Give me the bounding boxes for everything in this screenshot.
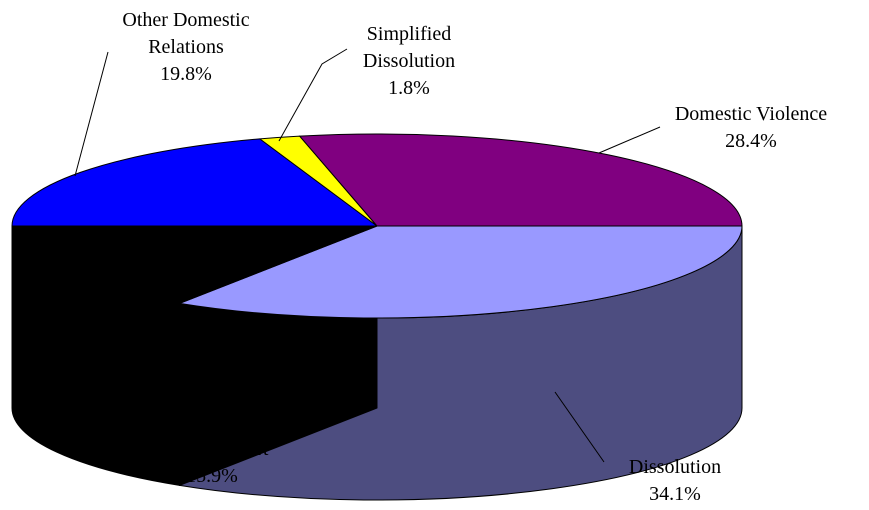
category-label-simplified-dissolution: Dissolution xyxy=(363,50,455,72)
slice-labels: Dissolution 34.1% Child Support 15.9% Other … xyxy=(122,9,827,505)
pie-slice-domestic-violence xyxy=(299,133,743,227)
category-label-dissolution: Dissolution xyxy=(629,456,721,478)
leader-line-dissolution xyxy=(554,391,605,463)
category-label-other-domestic-relations: Other Domestic xyxy=(122,9,249,31)
leader-line-simplified-dissolution xyxy=(278,48,348,142)
category-label-other-domestic-relations: Relations xyxy=(148,36,224,58)
category-label-simplified-dissolution: Simplified xyxy=(367,23,451,45)
value-label-other-domestic-relations: 19.8% xyxy=(160,63,212,85)
pie-slice-child-support xyxy=(11,225,378,304)
value-label-simplified-dissolution: 1.8% xyxy=(388,77,430,99)
leader-line-child-support xyxy=(49,367,133,464)
category-label-domestic-violence: Domestic Violence xyxy=(675,103,827,125)
category-label-child-support: Child Support xyxy=(156,438,269,460)
leader-lines xyxy=(49,48,661,464)
value-label-dissolution: 34.1% xyxy=(649,483,701,505)
pie-slice-other-domestic-relations xyxy=(11,138,378,227)
pie-tops xyxy=(11,133,743,319)
value-label-domestic-violence: 28.4% xyxy=(725,130,777,152)
leader-line-domestic-violence xyxy=(598,126,661,154)
value-label-child-support: 15.9% xyxy=(186,465,238,487)
pie-slice-dissolution xyxy=(178,225,743,319)
leader-line-other-domestic-relations xyxy=(74,51,109,177)
